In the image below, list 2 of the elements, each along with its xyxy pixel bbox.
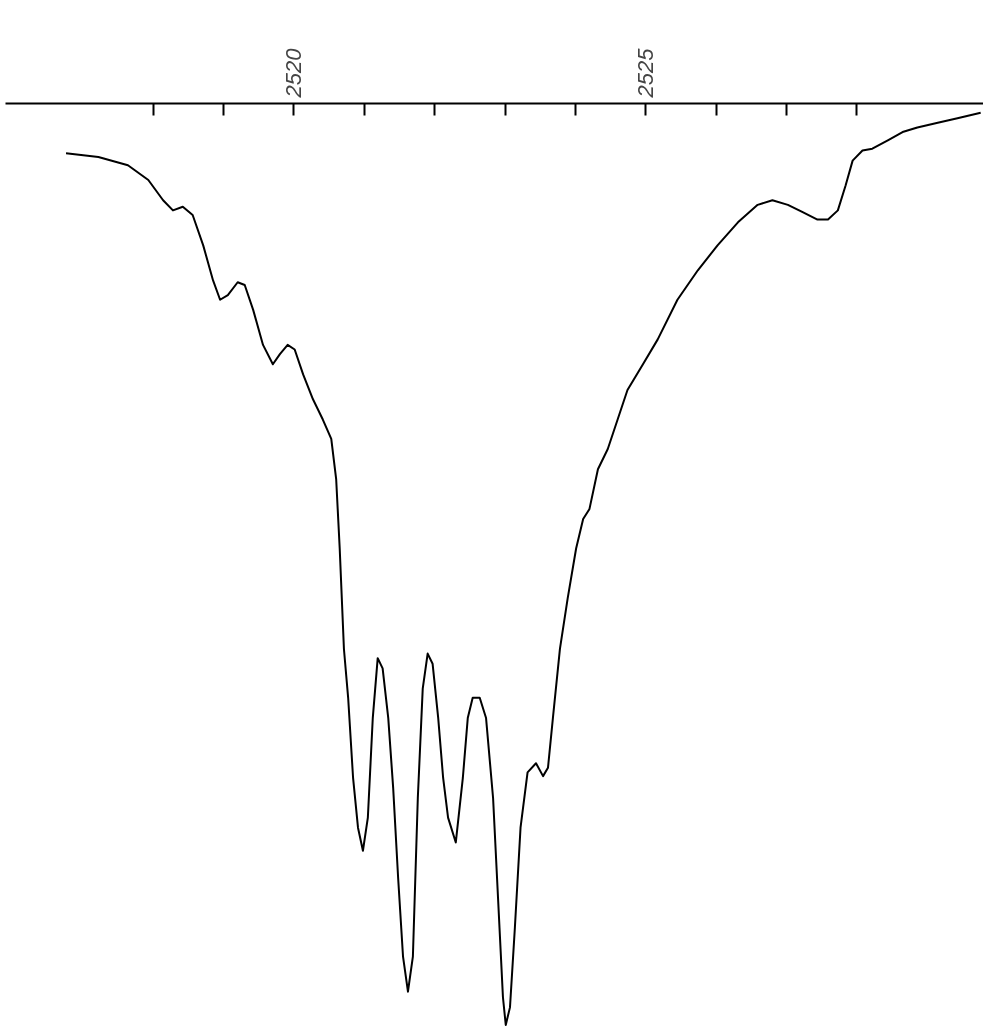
x-tick-label: 2525 <box>633 47 659 99</box>
x-tick-label: 2520 <box>281 47 307 99</box>
